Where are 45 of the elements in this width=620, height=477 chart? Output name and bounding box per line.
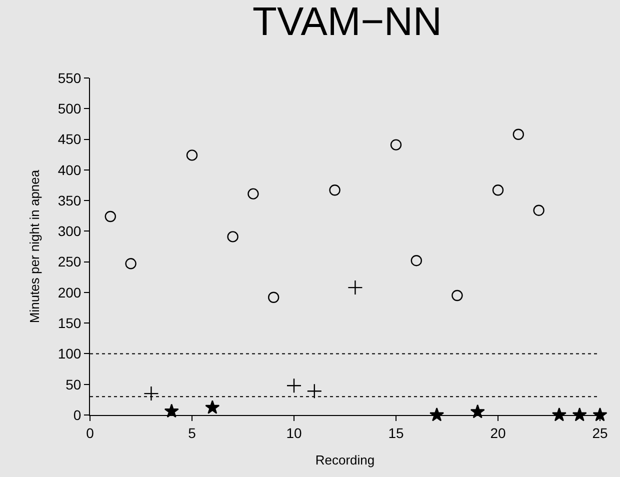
y-axis-title: Minutes per night in apnea [26, 169, 42, 324]
y-tick-label: 150 [58, 314, 82, 331]
y-tick-label: 100 [58, 346, 82, 362]
chart-title: TVAM−NN [252, 0, 442, 44]
x-tick-label: 5 [188, 424, 196, 441]
point [268, 292, 280, 303]
y-tick-label: 350 [58, 192, 82, 208]
point [572, 407, 587, 422]
point [492, 184, 504, 196]
point [164, 404, 179, 418]
point [329, 184, 340, 196]
point [470, 404, 485, 418]
x-tick-label: 20 [490, 424, 506, 441]
y-tick-label: 400 [58, 162, 82, 178]
x-tick-label: 10 [286, 424, 302, 441]
point [186, 150, 198, 161]
point [248, 188, 259, 200]
point [512, 128, 524, 140]
point [348, 280, 363, 296]
point [227, 231, 238, 242]
y-tick-label: 0 [73, 406, 82, 423]
point [592, 407, 608, 422]
x-tick-label: 15 [388, 424, 404, 441]
y-tick-label: 550 [58, 70, 82, 86]
point [286, 378, 302, 394]
point [306, 384, 322, 399]
point [205, 400, 220, 414]
y-tick-label: 500 [58, 100, 82, 117]
point [125, 258, 136, 270]
point [533, 204, 544, 216]
y-tick-label: 250 [58, 254, 82, 270]
point [452, 290, 463, 302]
y-tick-label: 450 [58, 131, 82, 148]
x-tick-label: 0 [86, 424, 94, 441]
point [552, 407, 566, 422]
point [410, 254, 422, 266]
point [144, 386, 159, 402]
point [104, 210, 116, 222]
point [390, 139, 402, 150]
y-tick-label: 50 [66, 376, 82, 392]
y-tick-label: 200 [58, 284, 82, 300]
y-tick-label: 300 [58, 223, 82, 240]
x-axis-title: Recording [315, 452, 375, 468]
point [430, 407, 444, 422]
x-tick-label: 25 [592, 424, 608, 441]
